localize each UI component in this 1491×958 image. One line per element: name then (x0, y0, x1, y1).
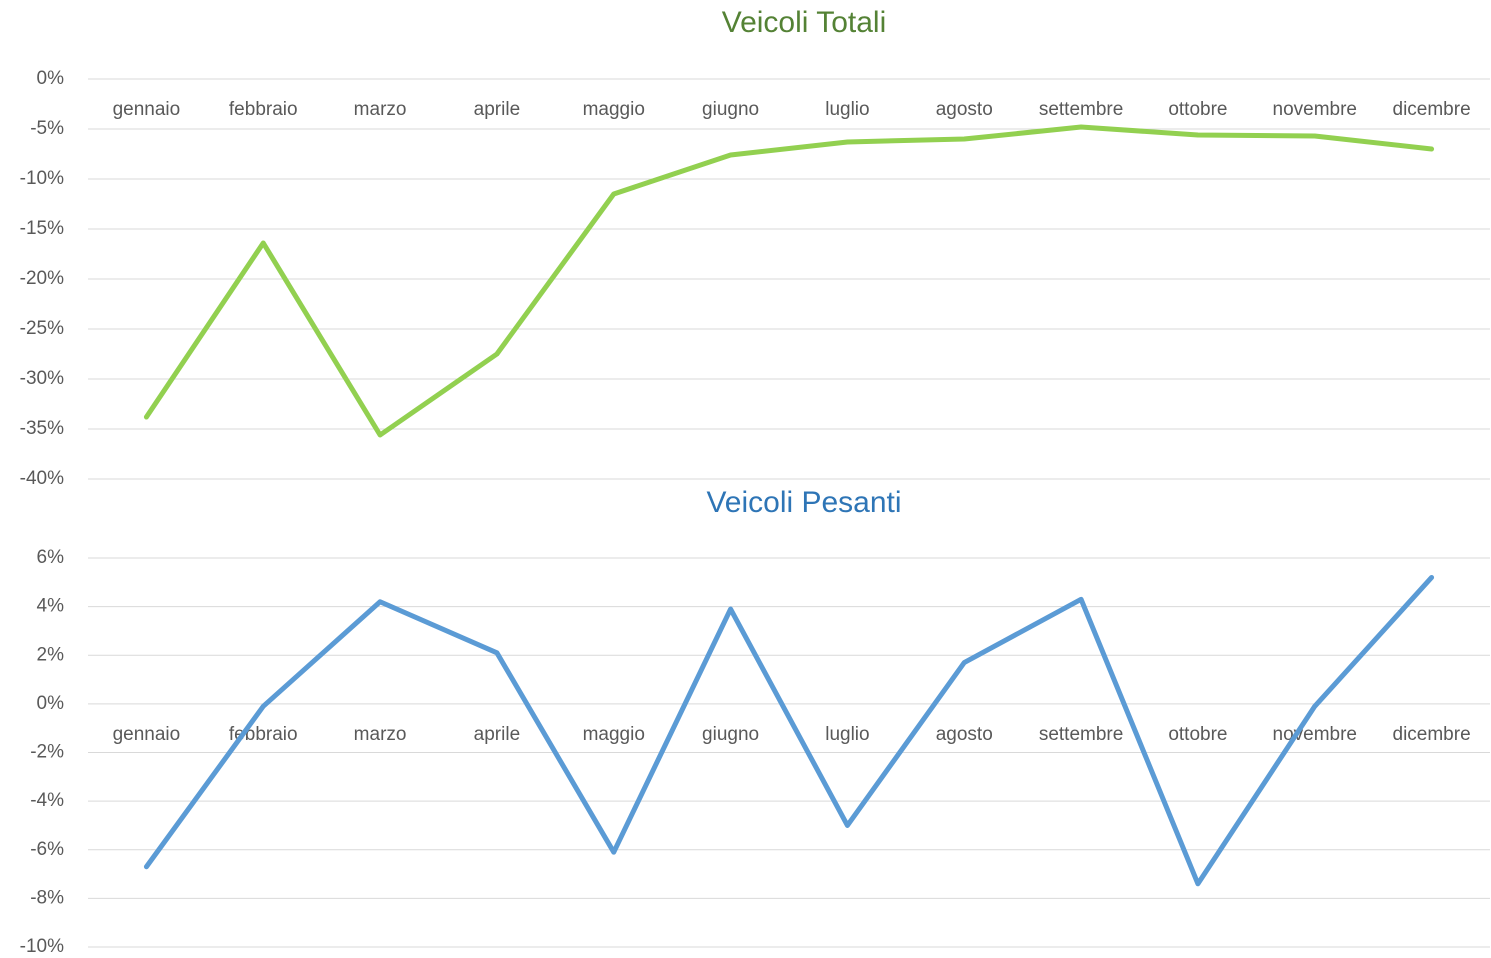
y-tick-label: 2% (37, 644, 65, 665)
x-tick-label: giugno (702, 99, 759, 120)
x-tick-label: maggio (583, 99, 645, 120)
y-tick-label: -15% (20, 218, 64, 239)
y-tick-label: -2% (30, 742, 64, 763)
x-tick-label: settembre (1039, 724, 1123, 745)
y-tick-label: -40% (20, 468, 64, 489)
y-tick-label: -25% (20, 318, 64, 339)
y-tick-label: 0% (37, 68, 65, 89)
y-tick-label: -6% (30, 839, 64, 860)
y-tick-label: -10% (20, 168, 64, 189)
y-tick-label: -10% (20, 936, 64, 957)
line-series (143, 574, 1435, 887)
x-tick-label: aprile (474, 99, 520, 120)
y-tick-label: -20% (20, 268, 64, 289)
x-tick-label: marzo (354, 724, 407, 745)
y-tick-label: 4% (37, 596, 65, 617)
x-tick-label: giugno (702, 724, 759, 745)
y-tick-label: -5% (30, 118, 64, 139)
x-tick-label: agosto (936, 724, 993, 745)
x-tick-label: marzo (354, 99, 407, 120)
x-tick-label: maggio (583, 724, 645, 745)
y-tick-label: -8% (30, 887, 64, 908)
y-tick-label: -4% (30, 790, 64, 811)
y-tick-label: 0% (37, 693, 65, 714)
chart-title: Veicoli Totali (722, 6, 887, 39)
y-tick-label: -30% (20, 368, 64, 389)
chart-title: Veicoli Pesanti (706, 486, 901, 519)
x-tick-label: aprile (474, 724, 520, 745)
x-tick-label: settembre (1039, 99, 1123, 120)
x-tick-label: agosto (936, 99, 993, 120)
x-tick-label: ottobre (1168, 724, 1227, 745)
x-tick-label: novembre (1273, 99, 1358, 120)
x-tick-label: luglio (825, 99, 869, 120)
y-tick-label: -35% (20, 418, 64, 439)
x-tick-label: luglio (825, 724, 869, 745)
x-tick-label: novembre (1273, 724, 1358, 745)
x-tick-label: febbraio (229, 99, 298, 120)
x-tick-label: dicembre (1393, 99, 1471, 120)
x-tick-label: ottobre (1168, 99, 1227, 120)
x-tick-label: gennaio (113, 724, 181, 745)
y-tick-label: 6% (37, 547, 65, 568)
x-tick-label: gennaio (113, 99, 181, 120)
line-series (143, 124, 1435, 438)
x-tick-label: dicembre (1393, 724, 1471, 745)
